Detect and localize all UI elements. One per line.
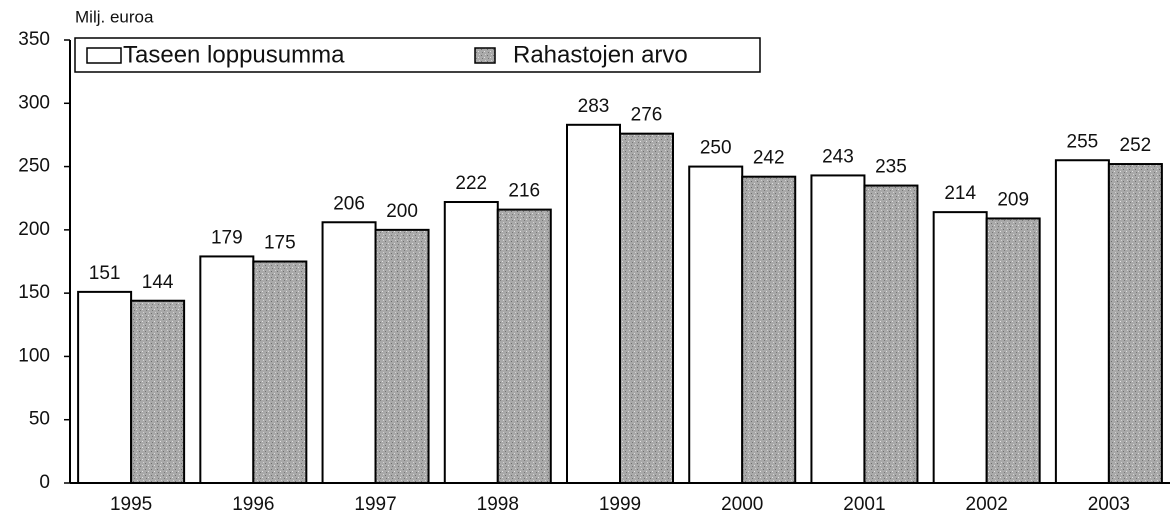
bar: [1107, 163, 1163, 484]
legend-swatch: [474, 47, 496, 64]
x-tick-label: 2002: [966, 494, 1008, 515]
bar: [863, 184, 919, 485]
x-tick-label: 1998: [477, 494, 519, 515]
value-label: 200: [386, 201, 418, 222]
bar: [321, 221, 377, 485]
bar: [810, 174, 866, 484]
bar: [1054, 159, 1110, 484]
legend-label: Rahastojen arvo: [513, 41, 688, 68]
y-tick-label: 0: [39, 472, 50, 493]
y-tick-label: 350: [18, 29, 50, 50]
bar: [566, 123, 621, 484]
x-tick-label: 2003: [1088, 494, 1130, 515]
value-label: 255: [1067, 131, 1099, 152]
value-label: 222: [455, 173, 487, 194]
legend-swatch: [86, 47, 122, 64]
value-label: 243: [822, 146, 854, 167]
bar: [688, 165, 744, 484]
y-tick-label: 150: [18, 282, 50, 303]
bar: [130, 299, 186, 485]
y-tick-label: 100: [18, 345, 50, 366]
bar: [619, 132, 674, 484]
x-tick-label: 2001: [843, 494, 885, 515]
bar: [199, 255, 255, 484]
x-tick-label: 1997: [354, 494, 396, 515]
bar: [77, 290, 133, 484]
value-label: 179: [211, 227, 243, 248]
bar: [252, 260, 308, 484]
bar: [932, 211, 988, 484]
y-tick-label: 250: [18, 156, 50, 177]
y-axis-title: Milj. euroa: [75, 7, 154, 26]
legend-box: [74, 37, 761, 73]
value-label: 209: [997, 189, 1029, 210]
value-label: 242: [753, 148, 785, 169]
value-label: 175: [264, 233, 296, 254]
value-label: 276: [631, 105, 663, 126]
bar: [985, 217, 1041, 484]
value-label: 206: [333, 193, 365, 214]
value-label: 235: [875, 157, 907, 178]
bar: [443, 201, 499, 485]
value-label: 252: [1120, 135, 1152, 156]
y-tick-label: 200: [18, 219, 50, 240]
y-tick-label: 50: [29, 409, 50, 430]
x-tick-label: 1999: [599, 494, 641, 515]
bar: [496, 208, 552, 484]
x-tick-label: 2000: [721, 494, 763, 515]
value-label: 151: [89, 263, 121, 284]
value-label: 216: [508, 181, 540, 202]
x-tick-label: 1996: [232, 494, 274, 515]
y-tick-label: 300: [18, 92, 50, 113]
bar: [374, 228, 430, 484]
value-label: 250: [700, 138, 732, 159]
legend-label: Taseen loppusumma: [123, 41, 345, 68]
x-tick-label: 1995: [110, 494, 152, 515]
value-label: 214: [944, 183, 976, 204]
value-label: 283: [578, 96, 610, 117]
value-label: 144: [142, 272, 174, 293]
bar: [741, 175, 797, 484]
